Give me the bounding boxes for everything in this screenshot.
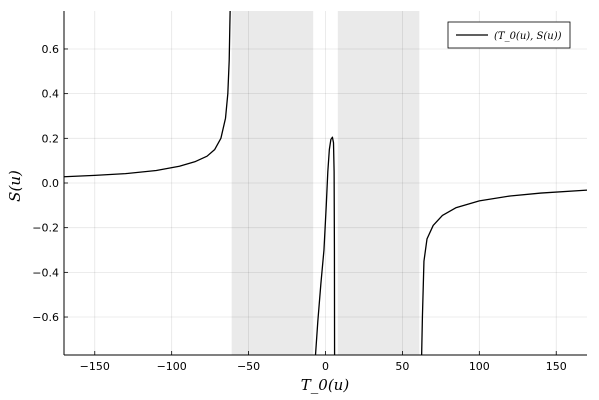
x-tick-label: 100 [469,360,490,373]
x-tick-label: −50 [237,360,260,373]
series-line-segment-3 [420,189,587,355]
shaded-region-1 [231,11,314,355]
x-tick-label: 0 [322,360,329,373]
x-tick-label: 150 [546,360,567,373]
shaded-regions [231,11,420,355]
legend: (T_0(u), S(u)) [447,21,571,49]
y-tick-label: 0.0 [42,177,60,190]
tick-labels: −150 −100 −50 0 50 100 150 −0.6 −0.4 −0.2 0.0 0.2 0.… [32,43,566,373]
x-tick-label: −150 [80,360,110,373]
x-tick-label: −100 [157,360,187,373]
grid [64,11,587,355]
y-tick-label: 0.2 [42,132,60,145]
x-tick-label: 50 [395,360,409,373]
y-tick-label: −0.6 [32,311,59,324]
y-tick-label: −0.4 [32,266,59,279]
series-line-segment-2 [314,136,336,355]
series-line-segment-1 [64,11,231,178]
y-axis-title: S(u) [6,170,24,202]
y-tick-label: 0.6 [42,43,60,56]
series-lines [64,11,587,355]
legend-label: (T_0(u), S(u)) [494,31,562,42]
shaded-region-2 [337,11,420,355]
axes [63,11,587,356]
y-tick-label: −0.2 [32,222,59,235]
y-tick-label: 0.4 [42,88,60,101]
x-axis-title: T_0(u) [301,376,350,394]
